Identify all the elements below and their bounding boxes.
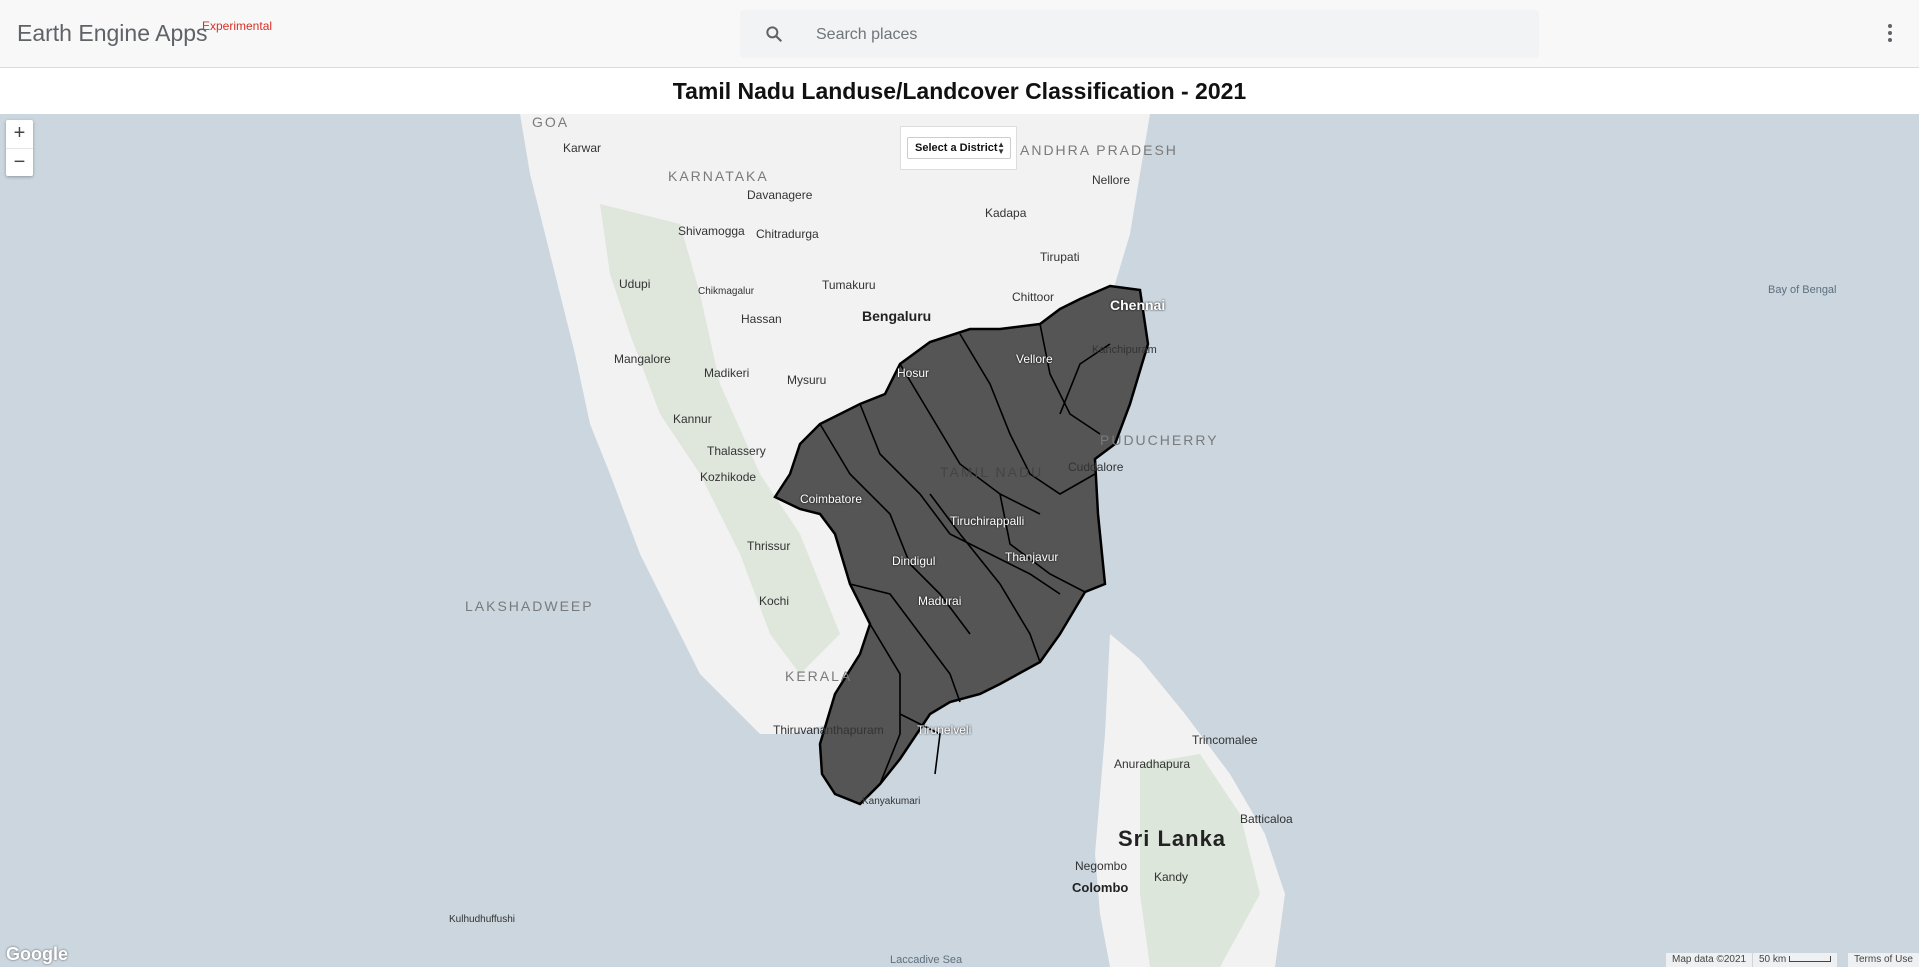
label-cuddalore: Cuddalore	[1068, 460, 1124, 474]
label-nellore: Nellore	[1092, 173, 1131, 187]
zoom-out-button[interactable]: −	[6, 148, 33, 177]
district-boundaries	[819, 323, 1111, 785]
label-negombo: Negombo	[1075, 859, 1128, 873]
label-thrissur: Thrissur	[747, 539, 791, 553]
label-coimbatore: Coimbatore	[800, 492, 863, 506]
zoom-control: + −	[6, 120, 33, 176]
search-input[interactable]	[814, 20, 1518, 50]
label-puducherry: PUDUCHERRY	[1100, 432, 1219, 448]
google-logo: Google	[6, 944, 68, 964]
ghats-vegetation	[600, 204, 840, 674]
label-thiruvananthapuram: Thiruvananthapuram	[773, 723, 884, 737]
zoom-in-button[interactable]: +	[13, 122, 26, 144]
label-kerala: KERALA	[785, 668, 853, 684]
search-icon[interactable]	[764, 24, 784, 44]
label-trincomalee: Trincomalee	[1192, 733, 1258, 747]
label-karnataka: KARNATAKA	[668, 168, 769, 184]
tamilnadu-districts[interactable]	[773, 284, 1150, 806]
label-goa: GOA	[532, 114, 570, 130]
label-madurai: Madurai	[918, 594, 962, 608]
select-arrows-icon: ▲ ▼	[997, 140, 1005, 156]
district-panel: Select a District ▲ ▼	[900, 126, 1017, 170]
label-davanagere: Davanagere	[747, 188, 813, 202]
label-tumakuru: Tumakuru	[822, 278, 876, 292]
label-batticaloa: Batticaloa	[1240, 812, 1293, 826]
label-udupi: Udupi	[619, 277, 651, 291]
page-title: Tamil Nadu Landuse/Landcover Classificat…	[672, 78, 1247, 104]
label-kanchipuram: Kanchipuram	[1092, 344, 1157, 356]
label-chennai: Chennai	[1110, 297, 1166, 313]
more-options-icon[interactable]	[1884, 22, 1896, 46]
label-tamilnadu: TAMIL NADU	[940, 464, 1044, 480]
label-chittoor: Chittoor	[1012, 290, 1055, 304]
label-anuradhapura: Anuradhapura	[1114, 757, 1191, 771]
map-canvas[interactable]: GOA KARNATAKA ANDHRA PRADESH TAMIL NADU …	[0, 114, 1919, 967]
search-box[interactable]	[740, 10, 1539, 58]
label-tiruchirappalli: Tiruchirappalli	[950, 514, 1025, 528]
scale-label: 50 km	[1759, 954, 1787, 965]
label-chikmagalur: Chikmagalur	[698, 286, 755, 297]
label-kochi: Kochi	[759, 594, 790, 608]
label-thalassery: Thalassery	[707, 444, 766, 458]
label-laccadive: Laccadive Sea	[890, 954, 963, 966]
label-lakshadweep: LAKSHADWEEP	[465, 598, 594, 614]
title-bar: Tamil Nadu Landuse/Landcover Classificat…	[0, 68, 1919, 114]
scale-line	[1789, 956, 1832, 963]
label-madikeri: Madikeri	[704, 366, 750, 380]
experimental-badge: Experimental	[202, 19, 273, 33]
label-karwar: Karwar	[563, 141, 602, 155]
label-tirupati: Tirupati	[1040, 250, 1080, 264]
label-kozhikode: Kozhikode	[700, 470, 757, 484]
top-bar: Earth Engine Apps Experimental	[0, 0, 1919, 68]
app-name[interactable]: Earth Engine Apps	[17, 20, 208, 46]
label-mangalore: Mangalore	[614, 352, 671, 366]
label-dindigul: Dindigul	[892, 554, 936, 568]
label-vellore: Vellore	[1016, 352, 1053, 366]
label-chitradurga: Chitradurga	[756, 227, 819, 241]
map-data-attribution: Map data ©2021	[1666, 953, 1753, 967]
label-kannur: Kannur	[673, 412, 712, 426]
label-kandy: Kandy	[1154, 870, 1189, 884]
scale-bar: 50 km	[1753, 953, 1838, 967]
label-kadapa: Kadapa	[985, 206, 1027, 220]
label-bay-of-bengal: Bay of Bengal	[1768, 284, 1837, 296]
terms-link[interactable]: Terms of Use	[1848, 953, 1919, 967]
label-colombo: Colombo	[1072, 880, 1129, 895]
label-shivamogga: Shivamogga	[678, 224, 745, 238]
label-srilanka: Sri Lanka	[1118, 826, 1227, 851]
district-select[interactable]: Select a District ▲ ▼	[907, 137, 1011, 159]
label-mysuru: Mysuru	[787, 373, 827, 387]
srilanka-vegetation	[1140, 754, 1260, 967]
map-basemap	[520, 114, 1285, 967]
label-thanjavur: Thanjavur	[1005, 550, 1059, 564]
label-kanyakumari: Kanyakumari	[862, 796, 921, 807]
label-bengaluru: Bengaluru	[862, 308, 932, 324]
label-tirunelveli: Tirunelveli	[917, 723, 972, 737]
label-kulhudhuffushi: Kulhudhuffushi	[449, 914, 515, 925]
label-hosur: Hosur	[897, 366, 930, 380]
district-select-label: Select a District	[915, 142, 998, 154]
label-andhra: ANDHRA PRADESH	[1020, 142, 1178, 158]
label-hassan: Hassan	[741, 312, 782, 326]
